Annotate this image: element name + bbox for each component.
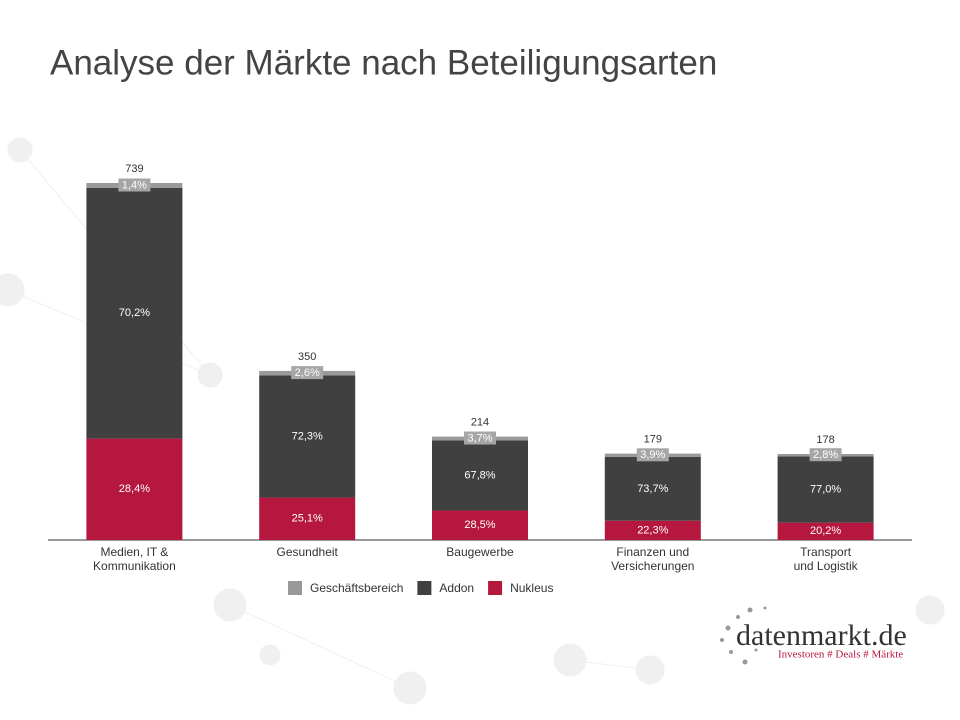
value-label: 2,8% (813, 449, 838, 461)
total-label: 739 (125, 163, 143, 175)
total-label: 350 (298, 351, 316, 363)
value-label: 72,3% (292, 430, 323, 442)
bar-segment (777, 522, 874, 540)
legend-swatch (417, 581, 432, 595)
x-tick-label: Medien, IT & Kommunikation (93, 545, 176, 573)
total-label: 214 (471, 417, 489, 429)
chart-title: Analyse der Märkte nach Beteiligungsarte… (50, 43, 717, 82)
value-label: 20,2% (810, 525, 841, 537)
bar-segment (86, 187, 183, 439)
bar-segment (86, 438, 183, 540)
bar-segment (777, 456, 874, 523)
value-label: 73,7% (637, 483, 668, 495)
value-label-box (636, 448, 669, 462)
logo-name: datenmarkt.de (736, 619, 907, 652)
x-tick-label: Baugewerbe (446, 545, 514, 559)
value-label-box (291, 366, 324, 380)
value-label: 1,4% (122, 179, 147, 191)
value-label-box (118, 178, 151, 192)
legend-label: Geschäftsbereich (310, 581, 403, 595)
x-tick-label: Gesundheit (276, 545, 338, 559)
legend-label: Addon (439, 581, 474, 595)
legend-swatch (288, 581, 302, 595)
bar-segment (604, 456, 701, 521)
value-label-box (464, 431, 496, 445)
value-label: 22,3% (637, 524, 668, 536)
legend-swatch (488, 581, 503, 595)
bar-segment (259, 497, 356, 540)
value-label: 2,6% (295, 367, 320, 379)
value-label: 3,9% (640, 449, 665, 461)
value-label: 25,1% (292, 513, 323, 525)
value-label: 67,8% (464, 469, 495, 481)
total-label: 179 (644, 434, 662, 446)
logo (720, 606, 767, 665)
x-tick-label: Finanzen und Versicherungen (611, 545, 695, 573)
total-label: 178 (816, 434, 834, 446)
background-decoration (0, 137, 945, 705)
bar-segment (432, 440, 528, 511)
bar-segment (259, 375, 356, 498)
value-label: 28,5% (464, 519, 495, 531)
legend-label: Nukleus (510, 581, 553, 595)
logo-tagline: Investoren # Deals # Märkte (778, 649, 903, 661)
value-label: 70,2% (119, 307, 150, 319)
bar-segment (432, 510, 528, 540)
value-label: 28,4% (119, 483, 150, 495)
x-tick-label: Transport und Logistik (793, 545, 858, 573)
value-label-box (809, 448, 842, 462)
value-label: 77,0% (810, 483, 841, 495)
bar-segment (604, 520, 701, 540)
value-label: 3,7% (467, 432, 492, 444)
